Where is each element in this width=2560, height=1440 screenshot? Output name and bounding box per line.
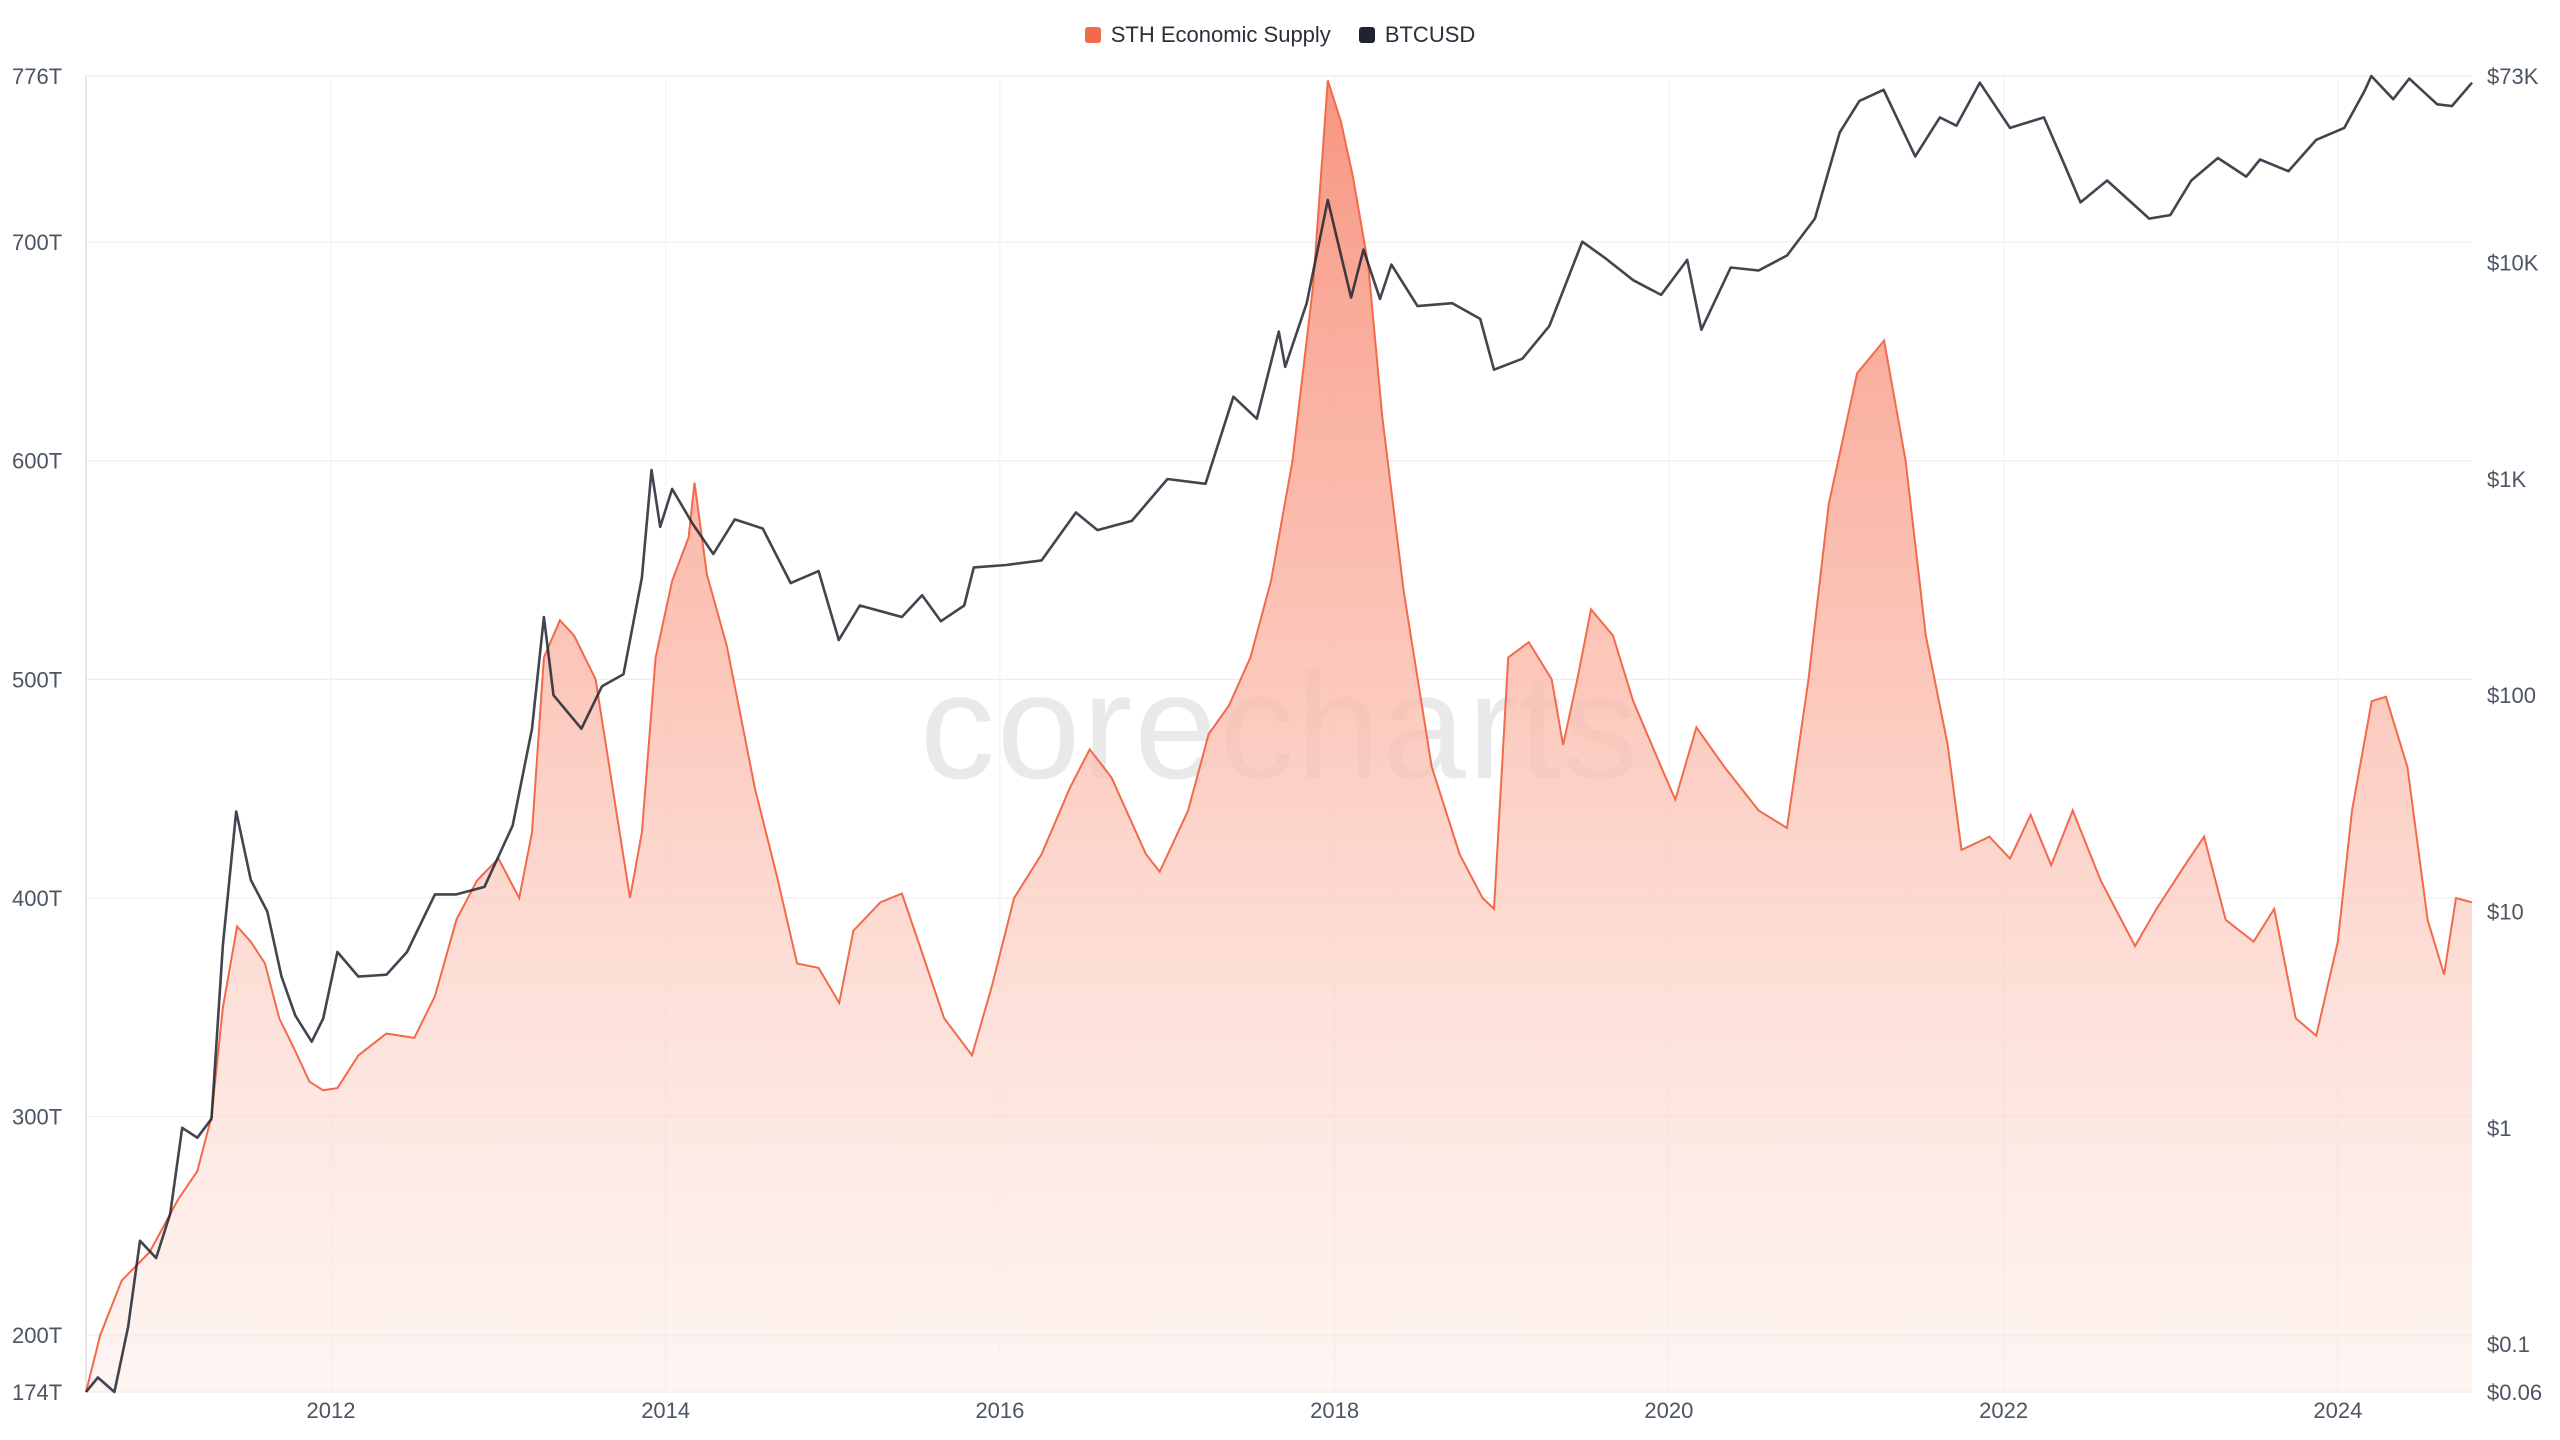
y-right-tick-label: $10 [2487,899,2524,924]
y-left-tick-label: 300T [12,1105,62,1130]
legend-label-btcusd: BTCUSD [1384,22,1476,47]
legend-item-btcusd[interactable]: BTCUSD [1358,22,1476,48]
x-tick-label: 2024 [2313,1398,2362,1423]
x-tick-label: 2022 [1979,1398,2028,1423]
y-right-tick-label: $0.1 [2487,1332,2530,1357]
legend-item-sth[interactable]: STH Economic Supply [1084,22,1331,48]
y-left-tick-label: 400T [12,886,62,911]
y-right-tick-label: $1 [2487,1116,2511,1141]
y-left-tick-label: 700T [12,230,62,255]
legend-label-sth: STH Economic Supply [1110,22,1331,47]
y-left-tick-label: 776T [12,64,62,89]
x-tick-label: 2020 [1644,1398,1693,1423]
sth-area-fill [86,80,2472,1392]
y-right-tick-label: $0.06 [2487,1380,2542,1405]
btcusd-series-line [84,74,2473,1394]
legend: STH Economic Supply BTCUSD [0,22,2560,48]
legend-swatch-sth [1084,27,1101,43]
y-left-tick-label: 200T [12,1323,62,1348]
y-left-tick-label: 500T [12,667,62,692]
y-left-tick-label: 174T [12,1380,62,1405]
x-tick-label: 2012 [306,1398,355,1423]
legend-swatch-btcusd [1358,27,1375,43]
sth-series-line [85,80,2473,1393]
y-right-tick-label: $10K [2487,251,2539,276]
x-tick-label: 2016 [975,1398,1024,1423]
y-right-tick-label: $1K [2487,467,2526,492]
x-tick-label: 2018 [1310,1398,1359,1423]
y-right-tick-label: $73K [2487,64,2539,89]
y-left-tick-label: 600T [12,449,62,474]
y-right-tick-label: $100 [2487,683,2536,708]
x-tick-label: 2014 [641,1398,690,1423]
